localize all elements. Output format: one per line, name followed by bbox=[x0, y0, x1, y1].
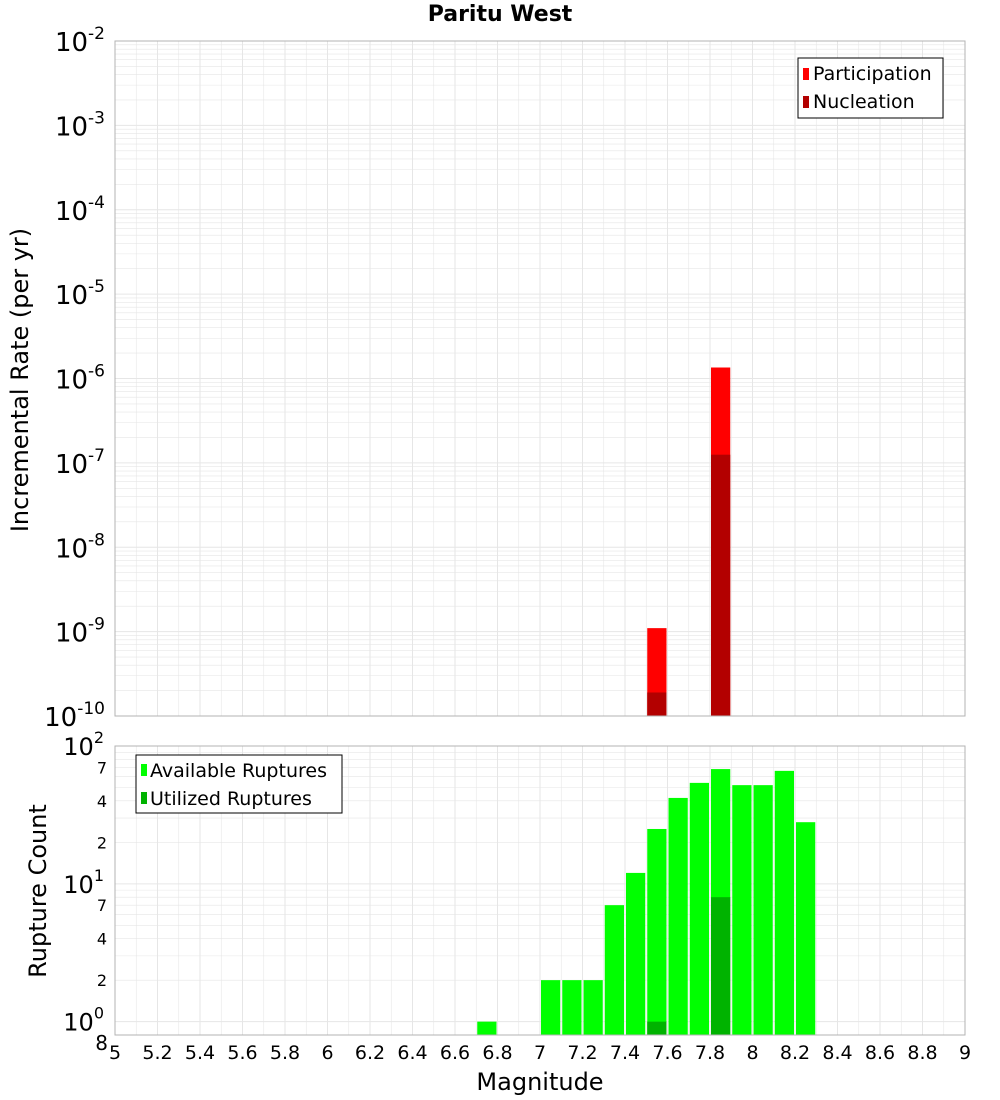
available-ruptures-bar bbox=[583, 980, 603, 1035]
x-tick-label: 8.4 bbox=[822, 1042, 852, 1064]
x-tick-label: 8.6 bbox=[865, 1042, 895, 1064]
count-y-tick-label: 100 bbox=[63, 1004, 104, 1037]
available-ruptures-bar bbox=[774, 770, 794, 1035]
rate-y-tick-label: 10-9 bbox=[55, 615, 105, 649]
rate-y-tick-label: 10-3 bbox=[55, 108, 105, 142]
rate-y-tick-label: 10-8 bbox=[55, 530, 105, 564]
x-tick-label: 8.8 bbox=[907, 1042, 937, 1064]
x-tick-label: 8 bbox=[746, 1042, 758, 1064]
x-tick-label: 6.8 bbox=[482, 1042, 512, 1064]
utilized-legend-label: Utilized Ruptures bbox=[150, 788, 312, 810]
available-legend-swatch bbox=[141, 764, 147, 776]
rate-grid bbox=[114, 41, 966, 717]
utilized-legend-swatch bbox=[141, 792, 147, 804]
rate-y-tick-label: 10-5 bbox=[55, 277, 105, 311]
count-y-tick-label: 8 bbox=[95, 1031, 108, 1055]
available-ruptures-bar bbox=[477, 1021, 497, 1035]
available-ruptures-bar bbox=[562, 980, 582, 1035]
utilized-ruptures-bar bbox=[647, 1021, 667, 1035]
x-tick-label: 7.4 bbox=[610, 1042, 640, 1064]
x-tick-label: 5.4 bbox=[185, 1042, 215, 1064]
count-y-axis-label: Rupture Count bbox=[24, 804, 52, 978]
rate-y-ticks: 10-2 10-3 10-4 10-5 10-6 10-7 10-8 10-9 10-10 bbox=[44, 24, 105, 733]
rate-legend: Participation Nucleation bbox=[797, 57, 944, 119]
rate-y-axis-label: Incremental Rate (per yr) bbox=[6, 228, 34, 532]
count-y-tick-label: 4 bbox=[97, 930, 107, 949]
available-ruptures-bar bbox=[626, 872, 646, 1035]
rate-bars bbox=[647, 367, 731, 716]
x-tick-label: 6.4 bbox=[397, 1042, 427, 1064]
available-ruptures-bar bbox=[732, 785, 752, 1035]
x-tick-label: 8.2 bbox=[780, 1042, 810, 1064]
x-tick-label: 7.8 bbox=[695, 1042, 725, 1064]
rate-y-tick-label: 10-10 bbox=[44, 699, 105, 733]
rate-y-tick-label: 10-7 bbox=[55, 446, 105, 480]
count-legend: Available Ruptures Utilized Ruptures bbox=[135, 754, 343, 814]
available-ruptures-bar bbox=[753, 785, 773, 1035]
available-ruptures-bar bbox=[668, 797, 688, 1035]
x-tick-label: 9 bbox=[959, 1042, 971, 1064]
x-tick-label: 6.2 bbox=[355, 1042, 385, 1064]
x-tick-label: 5.8 bbox=[270, 1042, 300, 1064]
rate-y-tick-label: 10-4 bbox=[55, 193, 105, 227]
x-tick-label: 7.2 bbox=[567, 1042, 597, 1064]
available-ruptures-bar bbox=[604, 905, 624, 1035]
x-tick-label: 7.6 bbox=[652, 1042, 682, 1064]
count-y-tick-label: 4 bbox=[97, 792, 107, 811]
nucleation-legend-swatch bbox=[803, 96, 809, 108]
count-plot-frame bbox=[114, 745, 966, 1036]
x-axis-label: Magnitude bbox=[476, 1068, 603, 1096]
rate-legend-box bbox=[797, 57, 944, 119]
nucleation-bar bbox=[647, 692, 667, 716]
x-tick-label: 7 bbox=[534, 1042, 546, 1064]
count-y-tick-label: 101 bbox=[63, 866, 104, 899]
x-tick-label: 6.6 bbox=[440, 1042, 470, 1064]
available-ruptures-bar bbox=[689, 782, 709, 1035]
rate-y-tick-label: 10-2 bbox=[55, 24, 105, 58]
count-legend-box bbox=[135, 754, 343, 814]
available-legend-label: Available Ruptures bbox=[150, 760, 327, 782]
count-grid bbox=[114, 745, 966, 1035]
count-y-tick-label: 102 bbox=[63, 728, 104, 761]
count-y-tick-label: 7 bbox=[97, 896, 107, 915]
participation-legend-swatch bbox=[803, 68, 809, 80]
utilized-ruptures-bar bbox=[711, 897, 731, 1035]
rate-panel: 10-2 10-3 10-4 10-5 10-6 10-7 10-8 10-9 10-10 In… bbox=[6, 24, 966, 733]
available-ruptures-bar bbox=[796, 822, 816, 1035]
x-tick-label: 5.2 bbox=[142, 1042, 172, 1064]
count-bars bbox=[477, 769, 816, 1035]
count-y-tick-label: 2 bbox=[97, 971, 107, 990]
x-tick-label: 5.6 bbox=[227, 1042, 257, 1064]
nucleation-legend-label: Nucleation bbox=[813, 91, 915, 113]
chart-title: Paritu West bbox=[427, 2, 573, 27]
x-tick-label: 6 bbox=[321, 1042, 333, 1064]
participation-legend-label: Participation bbox=[813, 63, 932, 85]
x-tick-label: 5 bbox=[109, 1042, 121, 1064]
available-ruptures-bar bbox=[647, 828, 667, 1035]
rate-plot-frame bbox=[114, 40, 966, 717]
count-y-tick-label: 2 bbox=[97, 833, 107, 852]
count-y-tick-label: 7 bbox=[97, 758, 107, 777]
available-ruptures-bar bbox=[541, 980, 561, 1035]
rate-y-tick-label: 10-6 bbox=[55, 362, 105, 396]
x-ticks: 5 5.2 5.4 5.6 5.8 6 6.2 6.4 6.6 6.8 7 7.2 7.4 7.6 7.8 8… bbox=[109, 1042, 971, 1064]
nucleation-bar bbox=[711, 454, 731, 716]
